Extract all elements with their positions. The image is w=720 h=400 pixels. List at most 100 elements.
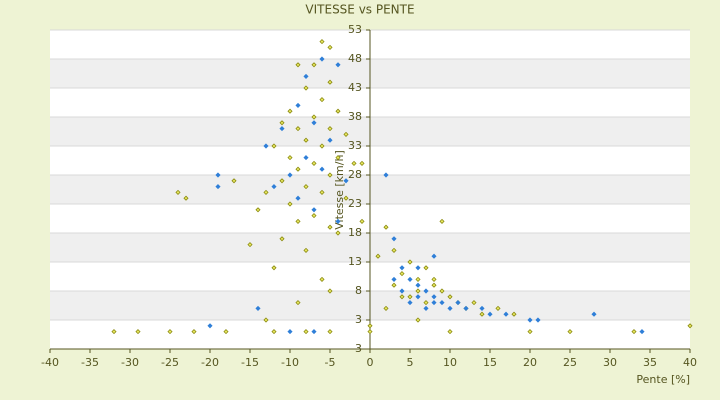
point xyxy=(327,329,333,335)
y-tick-label: 18 xyxy=(348,226,362,239)
point xyxy=(631,329,637,335)
point xyxy=(399,294,405,300)
point xyxy=(423,300,429,306)
point xyxy=(223,329,229,335)
x-axis-title: Pente [%] xyxy=(636,373,690,386)
point xyxy=(311,160,317,166)
point xyxy=(287,172,293,178)
point xyxy=(415,288,421,294)
x-tick-label: 35 xyxy=(643,356,657,369)
point xyxy=(295,126,301,132)
point xyxy=(255,207,261,213)
x-tick-label: -40 xyxy=(41,356,59,369)
point xyxy=(271,143,277,149)
point xyxy=(343,195,349,201)
y-tick-label: 3 xyxy=(355,313,362,326)
point xyxy=(231,178,237,184)
y-tick-label: 53 xyxy=(348,23,362,36)
point xyxy=(311,62,317,68)
point xyxy=(383,172,389,178)
point xyxy=(439,288,445,294)
y-axis-title: Vitesse [km/h] xyxy=(333,150,346,230)
x-tick-label: -25 xyxy=(161,356,179,369)
point xyxy=(263,189,269,195)
point xyxy=(327,126,333,132)
point xyxy=(391,276,397,282)
point xyxy=(319,276,325,282)
point xyxy=(263,317,269,323)
point xyxy=(407,276,413,282)
point xyxy=(487,311,493,317)
point xyxy=(431,294,437,300)
point xyxy=(175,189,181,195)
point xyxy=(391,282,397,288)
point xyxy=(319,166,325,172)
point xyxy=(327,137,333,143)
point xyxy=(271,329,277,335)
point xyxy=(407,300,413,306)
point xyxy=(439,218,445,224)
point xyxy=(327,44,333,50)
point xyxy=(375,253,381,259)
point xyxy=(415,276,421,282)
point xyxy=(183,195,189,201)
point xyxy=(527,329,533,335)
point xyxy=(319,56,325,62)
point xyxy=(439,300,445,306)
point xyxy=(255,305,261,311)
point xyxy=(279,236,285,242)
point xyxy=(295,102,301,108)
point xyxy=(215,184,221,190)
point xyxy=(367,323,373,329)
point xyxy=(135,329,141,335)
point xyxy=(247,242,253,248)
point xyxy=(335,108,341,114)
y-tick-label: 48 xyxy=(348,52,362,65)
y-tick-label: 38 xyxy=(348,110,362,123)
point xyxy=(423,288,429,294)
point xyxy=(271,265,277,271)
x-tick-label: 25 xyxy=(563,356,577,369)
point xyxy=(391,247,397,253)
y-tick-label: 33 xyxy=(348,139,362,152)
point xyxy=(383,305,389,311)
x-tick-label: -5 xyxy=(325,356,336,369)
point xyxy=(279,120,285,126)
point xyxy=(591,311,597,317)
point xyxy=(639,329,645,335)
point xyxy=(383,224,389,230)
point xyxy=(343,178,349,184)
point xyxy=(335,230,341,236)
x-tick-label: 15 xyxy=(483,356,497,369)
x-tick-label: -10 xyxy=(281,356,299,369)
point xyxy=(287,108,293,114)
point xyxy=(167,329,173,335)
point xyxy=(687,323,693,329)
point xyxy=(423,305,429,311)
point xyxy=(319,39,325,45)
point xyxy=(447,329,453,335)
point xyxy=(423,265,429,271)
point xyxy=(415,317,421,323)
point xyxy=(415,265,421,271)
point xyxy=(303,137,309,143)
point xyxy=(327,79,333,85)
point xyxy=(495,305,501,311)
point xyxy=(455,300,461,306)
point xyxy=(415,294,421,300)
point xyxy=(567,329,573,335)
point xyxy=(503,311,509,317)
point xyxy=(111,329,117,335)
x-tick-label: -20 xyxy=(201,356,219,369)
point xyxy=(287,201,293,207)
point xyxy=(407,294,413,300)
point xyxy=(399,265,405,271)
point xyxy=(359,160,365,166)
point xyxy=(287,329,293,335)
point xyxy=(303,184,309,190)
point xyxy=(279,126,285,132)
point xyxy=(431,253,437,259)
x-tick-label: -15 xyxy=(241,356,259,369)
point xyxy=(463,305,469,311)
